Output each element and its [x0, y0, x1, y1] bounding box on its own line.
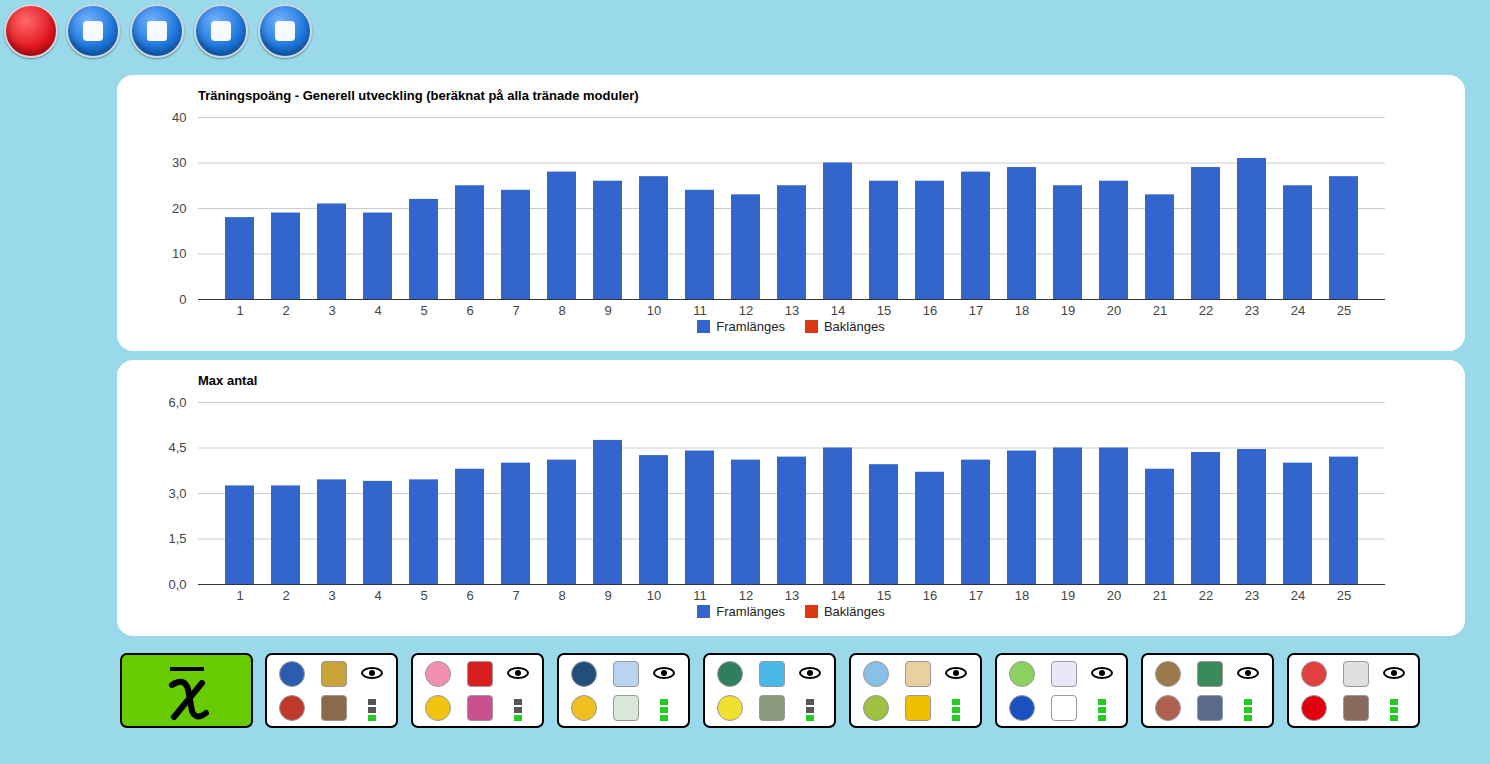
svg-text:19: 19 [1061, 303, 1075, 318]
svg-text:18: 18 [1015, 588, 1029, 603]
svg-text:5: 5 [420, 303, 427, 318]
svg-text:4,5: 4,5 [168, 440, 186, 455]
svg-text:40: 40 [172, 110, 186, 125]
svg-text:22: 22 [1199, 303, 1213, 318]
svg-text:10: 10 [647, 588, 661, 603]
html-text:Baklänges: Baklänges [824, 604, 885, 619]
svg-text:11: 11 [693, 588, 707, 603]
svg-text:1: 1 [236, 303, 243, 318]
svg-text:22: 22 [1199, 588, 1213, 603]
svg-text:13: 13 [785, 303, 799, 318]
svg-text:2: 2 [282, 588, 289, 603]
svg-text:10: 10 [172, 246, 186, 261]
svg-text:8: 8 [558, 303, 565, 318]
svg-text:6,0: 6,0 [168, 395, 186, 410]
svg-text:16: 16 [923, 588, 937, 603]
svg-text:14: 14 [831, 303, 845, 318]
svg-text:23: 23 [1245, 588, 1259, 603]
svg-text:4: 4 [374, 588, 381, 603]
svg-text:19: 19 [1061, 588, 1075, 603]
html-text:Framlänges: Framlänges [716, 319, 785, 334]
svg-text:3,0: 3,0 [168, 486, 186, 501]
svg-text:15: 15 [877, 303, 891, 318]
svg-text:6: 6 [466, 303, 473, 318]
svg-text:8: 8 [558, 588, 565, 603]
svg-text:20: 20 [1107, 588, 1121, 603]
html-text:Träningspoäng - Generell utvec: Träningspoäng - Generell utveckling (ber… [198, 88, 639, 103]
svg-text:12: 12 [739, 588, 753, 603]
svg-text:0,0: 0,0 [168, 577, 186, 592]
svg-text:14: 14 [831, 588, 845, 603]
svg-text:0: 0 [179, 292, 186, 307]
svg-text:15: 15 [877, 588, 891, 603]
svg-text:25: 25 [1337, 588, 1351, 603]
svg-text:30: 30 [172, 155, 186, 170]
svg-text:25: 25 [1337, 303, 1351, 318]
svg-text:24: 24 [1291, 303, 1305, 318]
svg-text:13: 13 [785, 588, 799, 603]
svg-text:9: 9 [604, 588, 611, 603]
svg-text:21: 21 [1153, 588, 1167, 603]
svg-text:16: 16 [923, 303, 937, 318]
svg-text:11: 11 [693, 303, 707, 318]
svg-text:21: 21 [1153, 303, 1167, 318]
svg-text:7: 7 [512, 588, 519, 603]
svg-text:24: 24 [1291, 588, 1305, 603]
svg-text:1: 1 [236, 588, 243, 603]
html-text:Max antal: Max antal [198, 373, 258, 388]
svg-text:17: 17 [969, 588, 983, 603]
svg-text:5: 5 [420, 588, 427, 603]
svg-text:3: 3 [328, 588, 335, 603]
svg-text:9: 9 [604, 303, 611, 318]
svg-text:6: 6 [466, 588, 473, 603]
svg-text:20: 20 [172, 201, 186, 216]
svg-text:20: 20 [1107, 303, 1121, 318]
svg-text:3: 3 [328, 303, 335, 318]
svg-text:17: 17 [969, 303, 983, 318]
svg-text:1,5: 1,5 [168, 531, 186, 546]
svg-text:10: 10 [647, 303, 661, 318]
svg-text:23: 23 [1245, 303, 1259, 318]
svg-text:2: 2 [282, 303, 289, 318]
html-text:Baklänges: Baklänges [824, 319, 885, 334]
svg-text:12: 12 [739, 303, 753, 318]
svg-text:7: 7 [512, 303, 519, 318]
html-text:Framlänges: Framlänges [716, 604, 785, 619]
svg-text:18: 18 [1015, 303, 1029, 318]
svg-text:4: 4 [374, 303, 381, 318]
